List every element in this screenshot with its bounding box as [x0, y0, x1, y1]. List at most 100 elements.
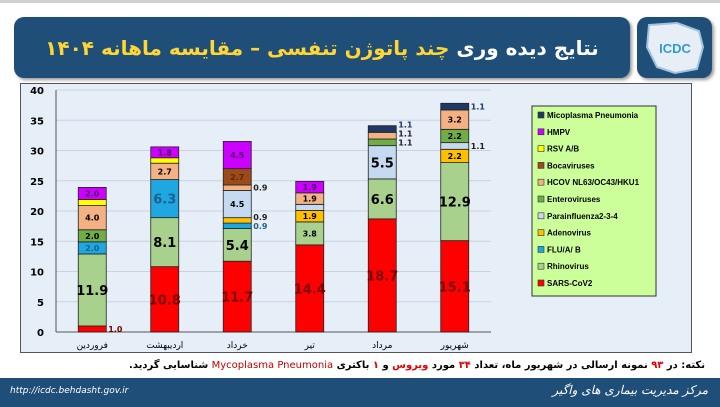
- data-label: 2.2: [448, 152, 462, 161]
- data-label: 6.3: [153, 193, 176, 208]
- y-tick-label: 0: [37, 328, 44, 339]
- data-label: 4.5: [230, 151, 245, 160]
- data-label: 5.5: [371, 156, 394, 171]
- data-label: 1.9: [303, 195, 318, 204]
- data-label: 10.8: [149, 293, 181, 308]
- note-text: نمونه ارسالی در شهریور ماه، تعداد: [470, 360, 652, 371]
- bar-segment: [367, 218, 397, 333]
- data-label: 0.9: [253, 222, 268, 231]
- iran-map-icon: ICDC: [645, 21, 705, 75]
- legend-label: HMPV: [547, 128, 571, 137]
- data-label: 14.4: [294, 282, 326, 297]
- legend-label: Bocaviruses: [547, 161, 595, 170]
- bar-segment: [367, 178, 397, 220]
- legend-label: Parainfluenza2-3-4: [547, 212, 618, 221]
- footnote: نکته: در ۹۳ نمونه ارسالی در شهریور ماه، …: [0, 360, 705, 371]
- y-tick-label: 5: [37, 298, 44, 309]
- legend-label: Micoplasma Pneumonia: [547, 111, 639, 120]
- data-label: 1.9: [303, 183, 318, 192]
- note-virus-count: ۳۴: [458, 360, 471, 371]
- bar-segment: [222, 190, 252, 219]
- data-label: 4.5: [230, 200, 245, 209]
- x-tick-label: خرداد: [227, 341, 248, 351]
- bar-segment: [440, 102, 470, 111]
- bar-segment: [150, 179, 180, 219]
- note-bacteria-count: ۱: [372, 360, 379, 371]
- data-label: 15.1: [439, 280, 471, 295]
- data-label: 0.9: [253, 184, 268, 193]
- data-label: 1.1: [398, 129, 413, 138]
- bar-segment: [222, 260, 252, 333]
- x-tick-label: اردیبهشت: [146, 341, 183, 351]
- legend-swatch: [537, 212, 545, 220]
- organization-name: مرکز مدیریت بیماری های واگیر: [552, 383, 708, 397]
- data-label: 2.7: [158, 167, 172, 176]
- data-label: 5.4: [226, 239, 249, 254]
- data-label: 12.9: [439, 196, 471, 211]
- svg-text:ICDC: ICDC: [659, 41, 691, 56]
- y-tick-label: 30: [30, 147, 44, 158]
- y-tick-label: 25: [30, 177, 44, 188]
- x-tick-label: فروردین: [77, 341, 108, 351]
- bar-segment: [222, 222, 252, 229]
- note-text: مورد: [428, 360, 459, 371]
- legend-swatch: [537, 229, 545, 236]
- bar-segment: [222, 184, 252, 191]
- data-label: 1.1: [471, 103, 486, 112]
- legend-swatch: [537, 195, 545, 203]
- bar-segment: [367, 125, 397, 133]
- legend-label: HCOV NL63/OC43/HKU1: [547, 178, 640, 187]
- y-tick-label: 35: [30, 116, 44, 127]
- data-label: 11.7: [221, 291, 253, 306]
- data-label: 4.0: [85, 214, 100, 223]
- bar-segment: [150, 266, 180, 333]
- data-label: 2.2: [448, 132, 462, 141]
- bar-segment: [77, 325, 107, 333]
- bar-segment: [77, 199, 107, 206]
- y-tick-label: 40: [30, 86, 44, 97]
- data-label: 1.1: [398, 120, 413, 129]
- legend-swatch: [537, 128, 545, 136]
- website-link[interactable]: http://icdc.behdasht.gov.ir: [10, 386, 129, 396]
- bar-segment: [367, 138, 397, 147]
- legend-swatch: [537, 111, 545, 119]
- x-tick-label: مرداد: [372, 341, 392, 351]
- legend-label: Enteroviruses: [547, 195, 601, 204]
- bar-segment: [295, 244, 325, 333]
- bar-segment: [222, 141, 252, 170]
- note-virus: ویروس: [392, 360, 429, 371]
- stacked-bar-chart: 0 5 10 15 20 25 30 35 40 1.0 11.9 2.0 2.0 4.0 2.0 فرورد…: [30, 86, 657, 351]
- data-label: 0.9: [253, 213, 268, 222]
- footer-bar: http://icdc.behdasht.gov.ir مرکز مدیریت …: [0, 378, 720, 407]
- bar-segment: [150, 157, 180, 164]
- bar-segment: [440, 142, 470, 150]
- title-part: نتایج دیده وری: [456, 35, 599, 60]
- icdc-logo: ICDC: [637, 17, 712, 78]
- data-label: 1.0: [108, 325, 123, 334]
- y-tick-label: 20: [30, 207, 44, 218]
- data-label: 1.1: [398, 138, 413, 147]
- note-text: شناسایی گردید.: [129, 360, 212, 371]
- data-label: 2.0: [85, 244, 100, 253]
- y-tick-label: 10: [30, 268, 44, 279]
- note-mycoplasma: Mycoplasma Pneumonia: [211, 360, 334, 371]
- data-label: 2.7: [230, 173, 244, 182]
- bar-segment: [295, 180, 325, 194]
- data-label: 18.7: [366, 269, 398, 284]
- legend-swatch: [537, 246, 545, 253]
- data-label: 2.0: [85, 189, 100, 198]
- x-tick-label: تیر: [304, 341, 316, 351]
- legend-swatch: [537, 279, 545, 287]
- data-label: 6.6: [371, 193, 394, 208]
- data-label: 11.9: [76, 284, 108, 299]
- note-sample-count: ۹۳: [651, 360, 664, 371]
- bar-segment: [367, 145, 397, 180]
- chart-panel: 0 5 10 15 20 25 30 35 40 1.0 11.9 2.0 2.0 4.0 2.0 فرورد…: [20, 83, 692, 353]
- data-label: 1.1: [471, 142, 486, 151]
- legend-swatch: [537, 162, 545, 169]
- data-label: 3.8: [303, 229, 318, 238]
- bar-segment: [222, 217, 252, 224]
- y-tick-label: 15: [30, 237, 44, 248]
- note-text: و: [378, 360, 393, 371]
- data-label: 8.1: [153, 236, 176, 251]
